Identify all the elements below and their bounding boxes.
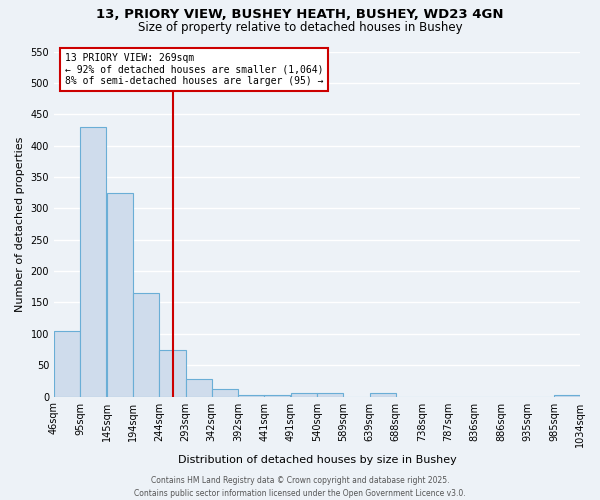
Bar <box>212 389 238 396</box>
Bar <box>160 350 185 397</box>
Bar <box>265 394 290 396</box>
X-axis label: Distribution of detached houses by size in Bushey: Distribution of detached houses by size … <box>178 455 457 465</box>
Bar <box>238 394 265 396</box>
Text: Contains HM Land Registry data © Crown copyright and database right 2025.
Contai: Contains HM Land Registry data © Crown c… <box>134 476 466 498</box>
Bar <box>80 127 106 396</box>
Bar <box>370 394 396 396</box>
Y-axis label: Number of detached properties: Number of detached properties <box>15 136 25 312</box>
Bar <box>317 394 343 396</box>
Bar <box>133 293 159 397</box>
Text: 13, PRIORY VIEW, BUSHEY HEATH, BUSHEY, WD23 4GN: 13, PRIORY VIEW, BUSHEY HEATH, BUSHEY, W… <box>96 8 504 20</box>
Bar <box>107 192 133 396</box>
Bar <box>54 330 80 396</box>
Bar <box>291 394 317 396</box>
Bar <box>185 379 212 396</box>
Text: 13 PRIORY VIEW: 269sqm
← 92% of detached houses are smaller (1,064)
8% of semi-d: 13 PRIORY VIEW: 269sqm ← 92% of detached… <box>65 53 323 86</box>
Text: Size of property relative to detached houses in Bushey: Size of property relative to detached ho… <box>137 21 463 34</box>
